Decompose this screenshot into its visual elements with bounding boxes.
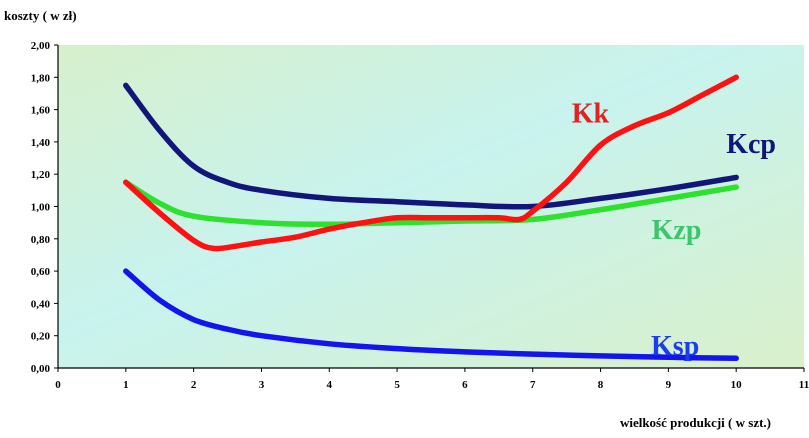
y-tick-label: 1,20 (31, 169, 51, 181)
y-tick-label: 2,00 (31, 40, 51, 52)
y-tick-label: 1,80 (31, 72, 51, 84)
series-line-kzp (123, 179, 739, 228)
y-tick-label: 0,00 (31, 363, 51, 375)
y-axis-ticks: 0,00 0,20 0,40 0,60 0,80 1,00 1,20 1,40 1,60 1,80… (31, 40, 58, 375)
y-tick-label: 1,60 (31, 105, 51, 117)
x-tick-label: 0 (55, 379, 61, 391)
x-tick-label: 8 (598, 379, 604, 391)
y-tick-label: 1,00 (31, 202, 51, 214)
x-tick-label: 10 (731, 379, 743, 391)
x-tick-label: 4 (327, 379, 333, 391)
x-tick-label: 6 (462, 379, 468, 391)
x-axis-label: wielkość produkcji ( w szt.) (620, 415, 771, 430)
y-tick-label: 0,20 (31, 331, 51, 343)
x-axis-ticks: 0 1 2 3 4 5 6 7 8 9 10 11 (55, 368, 809, 391)
series-line-kk (123, 74, 739, 252)
y-tick-label: 1,40 (31, 137, 51, 149)
y-tick-label: 0,60 (31, 266, 51, 278)
y-axis-label: koszty ( w zł) (4, 8, 77, 23)
series-line-kcp (123, 82, 739, 210)
x-tick-label: 9 (666, 379, 672, 391)
x-tick-label: 2 (191, 379, 197, 391)
series-lines (123, 74, 739, 362)
series-label-kk: Kk (572, 99, 610, 130)
series-line-ksp (123, 268, 739, 362)
y-tick-label: 0,80 (31, 234, 51, 246)
x-tick-label: 11 (799, 379, 809, 391)
y-tick-label: 0,40 (31, 298, 51, 310)
series-label-ksp: Ksp (651, 331, 699, 362)
x-tick-label: 3 (259, 379, 265, 391)
series-labels: Kk Kcp Kzp Ksp (572, 99, 776, 363)
x-tick-label: 5 (394, 379, 400, 391)
series-label-kcp: Kcp (726, 129, 776, 160)
x-tick-label: 7 (530, 379, 536, 391)
series-label-kzp: Kzp (652, 215, 702, 246)
x-tick-label: 1 (123, 379, 129, 391)
